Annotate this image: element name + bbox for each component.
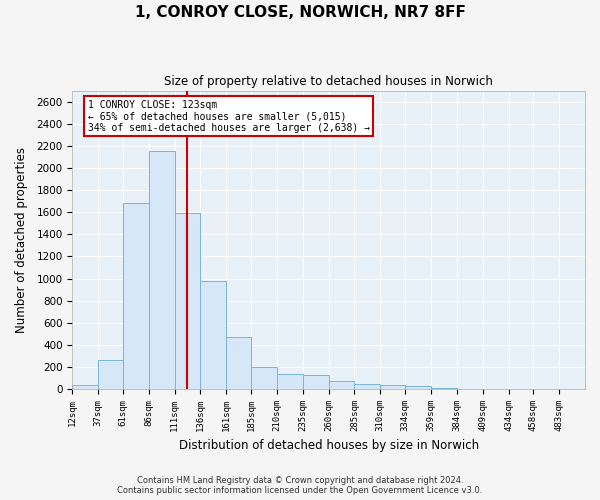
Bar [175,214,200,389]
Bar [277,374,303,389]
X-axis label: Distribution of detached houses by size in Norwich: Distribution of detached houses by size … [179,440,479,452]
Bar [149,152,175,389]
Bar [200,281,226,389]
Bar [329,382,355,389]
Bar [251,366,277,389]
Bar [303,376,329,389]
Bar [123,204,149,389]
Bar [98,360,123,389]
Bar [533,388,559,389]
Y-axis label: Number of detached properties: Number of detached properties [15,147,28,333]
Bar [457,388,482,389]
Bar [226,337,251,389]
Text: 1 CONROY CLOSE: 123sqm
← 65% of detached houses are smaller (5,015)
34% of semi-: 1 CONROY CLOSE: 123sqm ← 65% of detached… [88,100,370,132]
Bar [431,388,457,389]
Bar [73,385,98,389]
Bar [355,384,380,389]
Bar [380,385,405,389]
Text: 1, CONROY CLOSE, NORWICH, NR7 8FF: 1, CONROY CLOSE, NORWICH, NR7 8FF [134,5,466,20]
Text: Contains HM Land Registry data © Crown copyright and database right 2024.
Contai: Contains HM Land Registry data © Crown c… [118,476,482,495]
Title: Size of property relative to detached houses in Norwich: Size of property relative to detached ho… [164,75,493,88]
Bar [482,388,509,389]
Bar [405,386,431,389]
